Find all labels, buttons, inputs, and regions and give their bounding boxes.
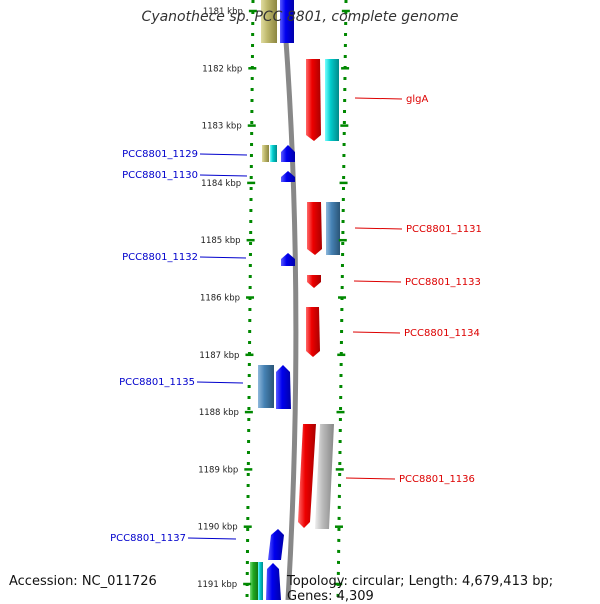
gene-green-bottom — [250, 562, 258, 600]
gene-1129-cyan — [270, 145, 277, 162]
left-rail — [245, 0, 255, 600]
gene-label-left[interactable]: PCC8801_1129 — [122, 149, 198, 160]
label-connector — [199, 174, 248, 177]
gene-label-right[interactable]: PCC8801_1131 — [406, 224, 482, 235]
gene-cyan-glga — [325, 59, 339, 141]
gene-khaki-top — [261, 0, 277, 43]
tick-label: 1182 kbp — [202, 64, 242, 74]
tick-label: 1191 kbp — [197, 580, 237, 590]
label-connector — [352, 331, 401, 334]
gene-1136 — [298, 424, 316, 528]
tick-label: 1187 kbp — [199, 351, 239, 361]
right-gene-labels: glgA PCC8801_1131 PCC8801_1133 PCC8801_1134… — [345, 94, 482, 485]
gene-blue-top — [280, 0, 294, 43]
map-title: Cyanothece sp. PCC 8801, complete genome — [141, 9, 459, 25]
gene-1133 — [307, 275, 321, 288]
label-connector — [354, 97, 403, 100]
label-connector — [354, 227, 403, 230]
label-connector — [199, 256, 247, 259]
gene-1131-steel — [326, 202, 340, 255]
gene-blue-bottom — [266, 563, 281, 600]
gene-1136-gray — [315, 424, 334, 529]
gene-cyan-bottom — [258, 562, 263, 600]
gene-1129 — [281, 145, 295, 162]
label-connector — [353, 280, 402, 283]
label-connector — [187, 537, 237, 540]
tick-label: 1190 kbp — [198, 523, 238, 533]
gene-label-left[interactable]: PCC8801_1130 — [122, 170, 198, 181]
gene-1135 — [276, 365, 291, 409]
right-rail — [336, 0, 348, 600]
tick-labels: 1181 kbp 1182 kbp 1183 kbp 1184 kbp 1185 kbp… — [197, 7, 350, 590]
gene-label-right[interactable]: PCC8801_1136 — [399, 474, 475, 485]
gene-1134 — [306, 307, 320, 357]
gene-label-left[interactable]: PCC8801_1132 — [122, 252, 198, 263]
gene-1129-khaki — [262, 145, 269, 162]
gene-1130 — [281, 171, 295, 182]
gene-label-left[interactable]: PCC8801_1137 — [110, 533, 186, 544]
gene-label-left[interactable]: PCC8801_1135 — [119, 377, 195, 388]
gene-label-right[interactable]: PCC8801_1134 — [404, 328, 480, 339]
tick-label: 1183 kbp — [202, 122, 242, 132]
gene-label-right[interactable]: glgA — [406, 94, 428, 105]
tick-label: 1185 kbp — [201, 236, 241, 246]
tick-label: 1181 kbp — [203, 7, 243, 17]
gene-1135-steel — [258, 365, 274, 408]
gene-1137 — [268, 529, 284, 560]
tick-label: 1188 kbp — [199, 408, 239, 418]
gene-label-right[interactable]: PCC8801_1133 — [405, 277, 481, 288]
left-gene-labels: PCC8801_1129 PCC8801_1130 PCC8801_1132 PCC8… — [110, 149, 248, 544]
genome-backbone — [280, 0, 299, 600]
gene-1131 — [307, 202, 322, 255]
accession-text: Accession: NC_011726 — [9, 574, 157, 589]
tick-rails — [245, 0, 348, 600]
tick-label: 1186 kbp — [200, 294, 240, 304]
gene-track — [250, 0, 340, 600]
label-connector — [199, 153, 248, 156]
tick-label: 1184 kbp — [201, 179, 241, 189]
tick-label: 1189 kbp — [198, 465, 238, 475]
gene-1132 — [281, 253, 295, 266]
gene-glga — [306, 59, 321, 141]
label-connector — [345, 477, 396, 480]
label-connector — [196, 381, 244, 384]
